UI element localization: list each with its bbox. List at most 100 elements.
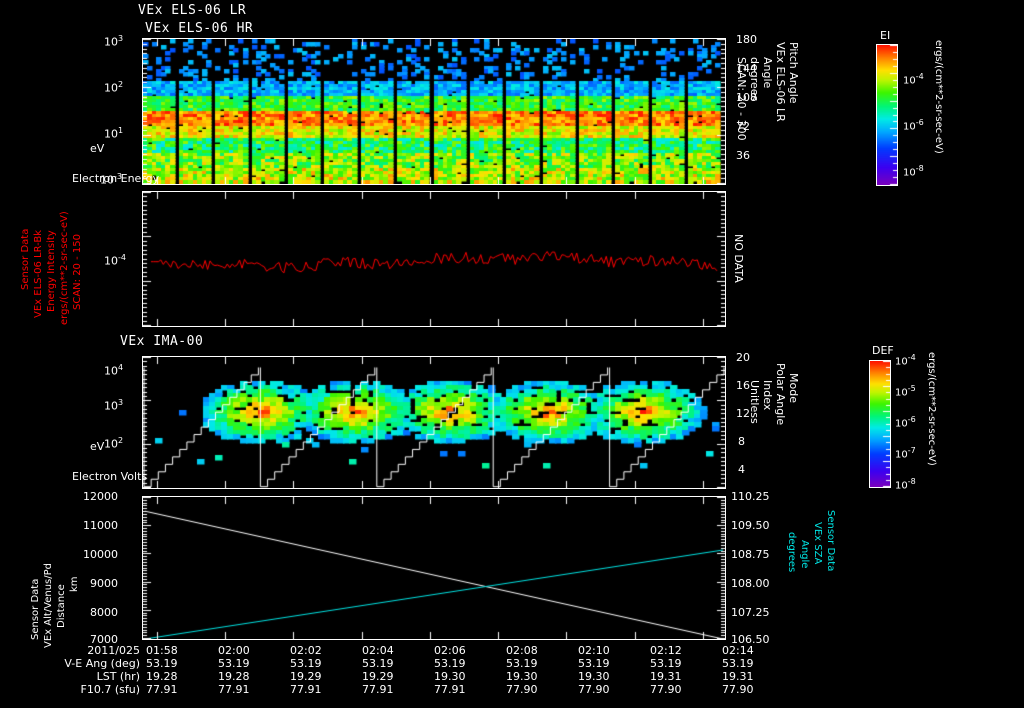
footer-row: F10.7 (sfu) 77.91 77.91 77.91 77.91 77.91 77.9… [0, 683, 794, 696]
panel-ima-spectrogram [142, 356, 726, 489]
colorbar2-tick-2: 10-6 [895, 415, 916, 430]
panel4-ytick-3: 9000 [90, 577, 118, 590]
footer-row: V-E Ang (deg) 53.19 53.19 53.19 53.19 53.19 53… [0, 657, 794, 670]
panel2-ylabel-5: SCAN: 20 - 150 [72, 234, 83, 310]
panel1-y2tick-3: 72 [736, 120, 750, 133]
colorbar2-tick-1: 10-5 [895, 384, 916, 399]
panel1-y2label-1: Pitch Angle [787, 42, 800, 104]
footer-cell: 77.90 [650, 683, 682, 696]
footer-cell: 77.91 [218, 683, 250, 696]
colorbar1-tick-1: 10-6 [903, 118, 924, 133]
footer-cell: 02:08 [506, 644, 538, 657]
footer-cell: 19.30 [506, 670, 538, 683]
panel1-y2label-2: VEx ELS-06 LR [774, 42, 787, 122]
footer-cell: 53.19 [362, 657, 394, 670]
footer-cell: 01:58 [146, 644, 178, 657]
panel4-y2tick-0: 110.25 [731, 490, 770, 503]
panel3-y2label-2: Polar Angle [774, 363, 787, 426]
footer-cell: 02:12 [650, 644, 682, 657]
footer-row-label: 2011/025 [87, 644, 140, 657]
panel1-ytick-3: 10-3 [100, 172, 122, 187]
colorbar2-title: DEF [872, 344, 894, 357]
footer-cell: 53.19 [506, 657, 538, 670]
panel2-ytick-0: 10-4 [104, 253, 126, 268]
panel4-y2tick-1: 109.50 [731, 519, 770, 532]
panel4-y2tick-5: 106.50 [731, 633, 770, 646]
footer-cell: 77.91 [146, 683, 178, 696]
panel3-y2tick-0: 20 [736, 351, 750, 364]
panel3-ylabel-2: eV [90, 440, 105, 453]
footer-cell: 19.30 [434, 670, 466, 683]
panel-els-spectrogram [142, 38, 726, 185]
panel2-ylabel-3: Energy Intensity [46, 230, 57, 312]
footer-cell: 53.19 [434, 657, 466, 670]
footer-cell: 19.29 [362, 670, 394, 683]
colorbar2-unit-label: ergs/(cm**2-sr-sec-eV) [926, 352, 937, 466]
panel3-y2tick-2: 12 [736, 407, 750, 420]
panel1-ylabel-2: eV [90, 142, 105, 155]
panel4-y2label-3: Angle [799, 540, 810, 569]
footer-row-label: LST (hr) [96, 670, 140, 683]
footer-cell: 77.91 [362, 683, 394, 696]
panel4-ytick-5: 7000 [90, 633, 118, 646]
panel1-ytick-0: 103 [104, 34, 124, 49]
colorbar1-gradient [877, 45, 897, 185]
footer-cell: 02:04 [362, 644, 394, 657]
panel4-ylabel-1: Sensor Data [30, 578, 41, 640]
panel-els-intensity [142, 191, 726, 327]
footer-cell: 19.28 [218, 670, 250, 683]
panel1-y2tick-1: 144 [736, 62, 757, 75]
colorbar1-title: EI [880, 29, 891, 42]
panel3-y2label-1: Mode [787, 373, 800, 403]
panel3-y2tick-1: 16 [736, 379, 750, 392]
colorbar2-tick-4: 10-8 [895, 477, 916, 492]
footer-cell: 19.30 [578, 670, 610, 683]
panel1-y2label-3: Angle [761, 57, 774, 89]
footer-cell: 19.28 [146, 670, 178, 683]
panel4-ylabel-3: Distance [56, 584, 67, 628]
footer-cell: 02:14 [722, 644, 754, 657]
panel2-ylabel-2: VEx ELS-06 LR-Bk [33, 229, 44, 318]
panel3-ytick-2: 102 [104, 436, 124, 451]
panel4-y2label-2: VEx SZA [812, 522, 823, 565]
panel1-title-hr: VEx ELS-06 HR [145, 21, 254, 36]
footer-cell: 53.19 [650, 657, 682, 670]
panel3-ytick-1: 103 [104, 398, 124, 413]
panel1-y2tick-4: 36 [736, 149, 750, 162]
panel-altitude-sza [142, 496, 726, 640]
panel3-title: VEx IMA-00 [120, 334, 204, 349]
panel4-ytick-0: 12000 [83, 490, 118, 503]
panel1-y2label-4: degrees [748, 57, 761, 102]
panel4-ytick-1: 11000 [83, 519, 118, 532]
els-spectrogram-canvas [143, 39, 725, 184]
panel3-y2tick-4: 4 [738, 463, 745, 476]
panel3-ylabel-1: Electron Volts [72, 470, 148, 483]
panel2-no-data-label: NO DATA [732, 234, 745, 283]
panel4-y2tick-3: 108.00 [731, 577, 770, 590]
ima-spectrogram-canvas [143, 357, 725, 488]
footer-cell: 53.19 [578, 657, 610, 670]
footer-cell: 53.19 [218, 657, 250, 670]
footer-cell: 02:06 [434, 644, 466, 657]
footer-row: LST (hr) 19.28 19.28 19.29 19.29 19.30 19.30 19… [0, 670, 794, 683]
panel2-ylabel-4: ergs/(cm**2-sr-sec-eV) [59, 211, 70, 325]
footer-row-label: V-E Ang (deg) [64, 657, 140, 670]
colorbar2 [869, 360, 891, 488]
panel2-ylabel-1: Sensor Data [20, 228, 31, 290]
panel1-y2tick-2: 108 [736, 91, 757, 104]
panel1-title-lr: VEx ELS-06 LR [138, 3, 247, 18]
panel4-y2tick-4: 107.25 [731, 606, 770, 619]
panel4-ytick-4: 8000 [90, 606, 118, 619]
footer-cell: 19.31 [722, 670, 754, 683]
footer-cell: 77.90 [722, 683, 754, 696]
footer-cell: 02:10 [578, 644, 610, 657]
panel4-ytick-2: 10000 [83, 548, 118, 561]
footer-cell: 77.90 [506, 683, 538, 696]
footer-row: 2011/025 01:58 02:00 02:02 02:04 02:06 02:08 02… [0, 644, 794, 657]
footer-cell: 02:02 [290, 644, 322, 657]
panel1-ytick-2: 101 [104, 126, 124, 141]
panel4-y2label-4: degrees [786, 532, 797, 573]
panel3-y2label-3: Index [761, 380, 774, 411]
colorbar2-tick-0: 10-4 [895, 353, 916, 368]
